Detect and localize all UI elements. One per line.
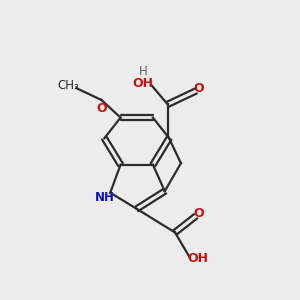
Text: OH: OH: [188, 252, 208, 266]
Text: O: O: [96, 102, 107, 115]
Text: O: O: [194, 207, 205, 220]
Text: OH: OH: [133, 77, 154, 90]
Text: O: O: [194, 82, 205, 95]
Text: NH: NH: [95, 190, 115, 204]
Text: H: H: [139, 65, 148, 78]
Text: CH₃: CH₃: [57, 79, 79, 92]
